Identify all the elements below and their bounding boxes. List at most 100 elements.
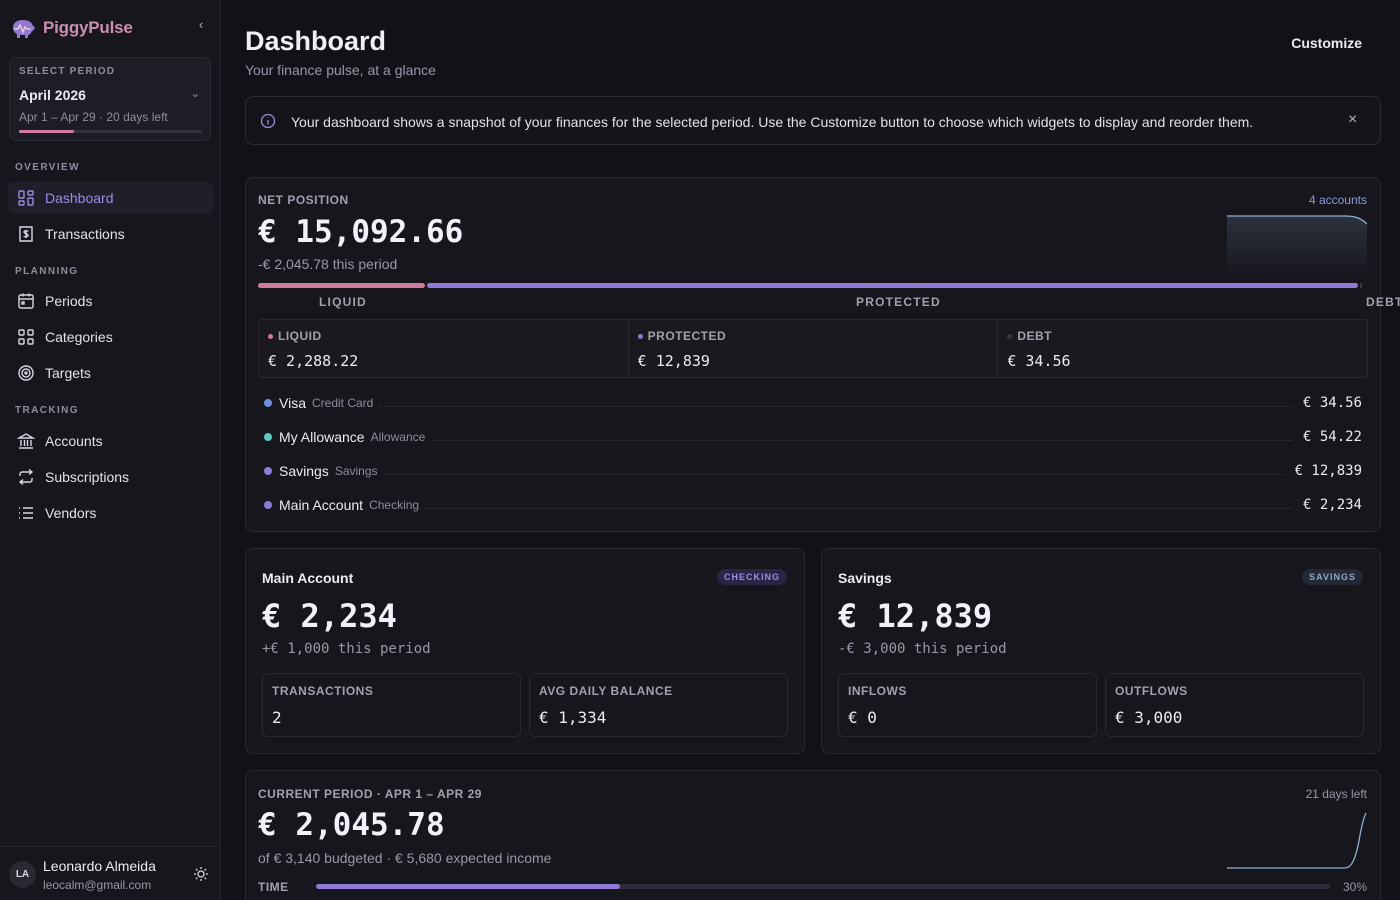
- page-title: Dashboard: [245, 26, 387, 56]
- account-value: € 2,234: [1302, 497, 1362, 513]
- avatar[interactable]: LA: [9, 861, 36, 888]
- page-subtitle: Your finance pulse, at a glance: [245, 62, 436, 78]
- legend-liquid: LIQUID: [319, 295, 367, 309]
- account-card-title: Savings: [838, 570, 892, 586]
- stat-label: TRANSACTIONS: [272, 684, 374, 698]
- sidebar-item-transactions[interactable]: Transactions: [8, 218, 214, 250]
- net-position-card: NET POSITION 4 accounts € 15,092.66 -€ 2…: [245, 177, 1400, 532]
- legend-debt: DEBT: [1366, 295, 1400, 309]
- collapse-sidebar-icon[interactable]: ‹: [198, 17, 204, 32]
- sidebar-item-label: Vendors: [45, 505, 97, 521]
- sidebar-item-vendors[interactable]: Vendors: [8, 497, 214, 529]
- sidebar-item-label: Categories: [45, 329, 113, 345]
- account-card-change: -€ 3,000 this period: [838, 641, 1007, 657]
- list-item[interactable]: My Allowance Allowance € 54.22: [264, 427, 1362, 447]
- stat-value: 2: [272, 708, 282, 727]
- chevron-down-icon[interactable]: ⌄: [190, 88, 200, 100]
- main-account-card[interactable]: Main Account CHECKING € 2,234 +€ 1,000 t…: [245, 548, 805, 754]
- account-type: Allowance: [370, 430, 426, 444]
- close-icon[interactable]: ×: [1348, 111, 1358, 128]
- account-value: € 12,839: [1294, 463, 1362, 479]
- account-card-change: +€ 1,000 this period: [262, 641, 431, 657]
- bucket-dot: [637, 333, 643, 339]
- period-progress-bar: [19, 130, 202, 133]
- piggy-logo-icon: [13, 20, 35, 38]
- dotted-leader: [431, 439, 1293, 441]
- bank-icon: [17, 432, 35, 450]
- time-percent: 30%: [1342, 880, 1367, 894]
- grid-icon: [17, 328, 35, 346]
- account-type: Savings: [334, 464, 378, 478]
- current-period-card: CURRENT PERIOD · APR 1 – APR 29 21 days …: [245, 770, 1381, 900]
- list-item[interactable]: Savings Savings € 12,839: [264, 461, 1362, 481]
- sidebar-item-targets[interactable]: Targets: [8, 357, 214, 389]
- stat-avg-daily-balance: AVG DAILY BALANCE € 1,334: [529, 673, 788, 737]
- info-banner: Your dashboard shows a snapshot of your …: [245, 96, 1381, 145]
- target-icon: [17, 364, 35, 382]
- sidebar-item-label: Subscriptions: [45, 469, 130, 485]
- bucket-dot: [268, 333, 273, 339]
- receipt-icon: [17, 225, 35, 243]
- account-name: Visa: [279, 395, 306, 411]
- list-item[interactable]: Visa Credit Card € 34.56: [264, 393, 1362, 413]
- current-period-value: € 2,045.78: [258, 807, 445, 843]
- info-icon: [260, 113, 276, 129]
- sidebar-item-dashboard[interactable]: Dashboard: [8, 182, 214, 214]
- period-progress-fill: [19, 130, 74, 133]
- sidebar-item-label: Accounts: [45, 433, 103, 449]
- sidebar-item-subscriptions[interactable]: Subscriptions: [8, 461, 214, 493]
- sidebar-item-categories[interactable]: Categories: [8, 321, 214, 353]
- brand[interactable]: PiggyPulse: [10, 14, 133, 42]
- nav-section-planning: PLANNING: [15, 266, 79, 277]
- net-position-value: € 15,092.66: [258, 214, 464, 250]
- period-label: SELECT PERIOD: [19, 66, 116, 77]
- savings-account-card[interactable]: Savings SAVINGS € 12,839 -€ 3,000 this p…: [821, 548, 1381, 754]
- current-period-budget: of € 3,140 budgeted · € 5,680 expected i…: [258, 850, 552, 866]
- net-position-breakdown-bar: [258, 283, 1362, 288]
- bucket-liquid: LIQUID € 2,288.22: [259, 320, 629, 377]
- stat-transactions: TRANSACTIONS 2: [262, 673, 521, 737]
- accounts-link[interactable]: 4 accounts: [1308, 193, 1367, 207]
- stat-value: € 1,334: [539, 708, 607, 727]
- time-progress-fill: [316, 884, 621, 889]
- status-badge: CHECKING: [716, 569, 787, 585]
- protected-segment: [427, 283, 1358, 288]
- net-position-sparkline: [1227, 215, 1367, 278]
- account-color-dot: [264, 467, 272, 475]
- net-position-label: NET POSITION: [258, 193, 349, 207]
- account-name: Main Account: [279, 497, 364, 513]
- account-type: Checking: [369, 498, 420, 512]
- liquid-segment: [258, 283, 426, 288]
- nav-section-tracking: TRACKING: [15, 405, 79, 416]
- period-range: Apr 1 – Apr 29 · 20 days left: [19, 110, 168, 124]
- time-label: TIME: [258, 880, 289, 894]
- nav-section-overview: OVERVIEW: [15, 162, 80, 173]
- bucket-label: LIQUID: [278, 329, 322, 343]
- period-selector[interactable]: SELECT PERIOD April 2026 Apr 1 – Apr 29 …: [9, 57, 211, 141]
- bucket-value: € 2,288.22: [268, 352, 359, 370]
- calendar-icon: [17, 292, 35, 310]
- sidebar-item-label: Targets: [45, 365, 91, 381]
- stat-label: OUTFLOWS: [1115, 684, 1188, 698]
- account-name: Savings: [279, 463, 329, 479]
- dashboard-icon: [17, 189, 35, 207]
- sidebar-item-accounts[interactable]: Accounts: [8, 425, 214, 457]
- legend-protected: PROTECTED: [856, 295, 941, 309]
- account-value: € 34.56: [1302, 395, 1362, 411]
- account-card-value: € 2,234: [262, 597, 397, 635]
- bucket-label: DEBT: [1017, 329, 1053, 343]
- bucket-label: PROTECTED: [647, 329, 727, 343]
- customize-button[interactable]: Customize: [1291, 35, 1362, 51]
- dotted-leader: [425, 507, 1293, 509]
- current-period-label: CURRENT PERIOD · APR 1 – APR 29: [258, 787, 482, 801]
- list-item[interactable]: Main Account Checking € 2,234: [264, 495, 1362, 515]
- sidebar: PiggyPulse ‹ SELECT PERIOD April 2026 Ap…: [0, 0, 221, 900]
- sidebar-item-label: Periods: [45, 293, 93, 309]
- sidebar-item-periods[interactable]: Periods: [8, 285, 214, 317]
- sidebar-item-label: Transactions: [45, 226, 125, 242]
- days-left: 21 days left: [1305, 787, 1367, 801]
- account-type: Credit Card: [311, 396, 374, 410]
- sun-icon[interactable]: [193, 866, 209, 882]
- debt-segment: [1359, 283, 1362, 288]
- stat-label: AVG DAILY BALANCE: [539, 684, 673, 698]
